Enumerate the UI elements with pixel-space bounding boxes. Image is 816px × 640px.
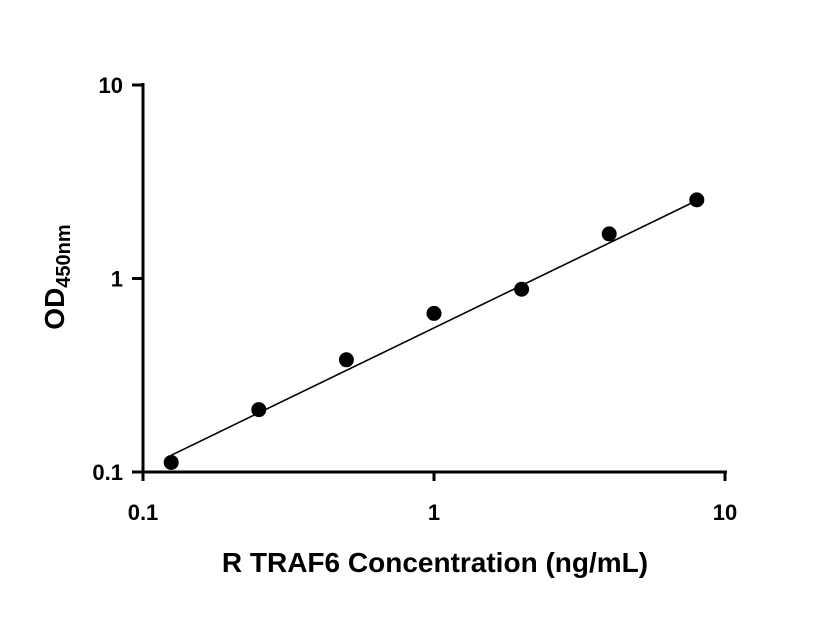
- data-point: [601, 226, 617, 242]
- y-tick-label: 1: [111, 267, 123, 292]
- y-axis-title: OD450nm: [39, 224, 75, 329]
- x-tick-label: 0.1: [128, 500, 159, 525]
- y-ticks: 0.1 1 10: [92, 73, 143, 485]
- x-ticks: 0.1 1 10: [128, 472, 737, 525]
- plot-area: [163, 192, 705, 470]
- x-tick-label: 1: [428, 500, 440, 525]
- x-tick-label: 10: [713, 500, 737, 525]
- data-point: [426, 305, 442, 321]
- y-tick-label: 10: [99, 73, 123, 98]
- fit-line: [170, 199, 698, 457]
- data-point: [251, 402, 267, 418]
- data-point: [514, 281, 530, 297]
- y-axis-title-main: OD: [39, 288, 70, 330]
- axes: [141, 83, 727, 474]
- data-point: [163, 454, 179, 470]
- data-point: [689, 192, 705, 208]
- x-axis-title: R TRAF6 Concentration (ng/mL): [222, 547, 648, 578]
- data-point: [338, 352, 354, 368]
- y-tick-label: 0.1: [92, 460, 123, 485]
- y-axis-title-subscript: 450nm: [53, 224, 75, 287]
